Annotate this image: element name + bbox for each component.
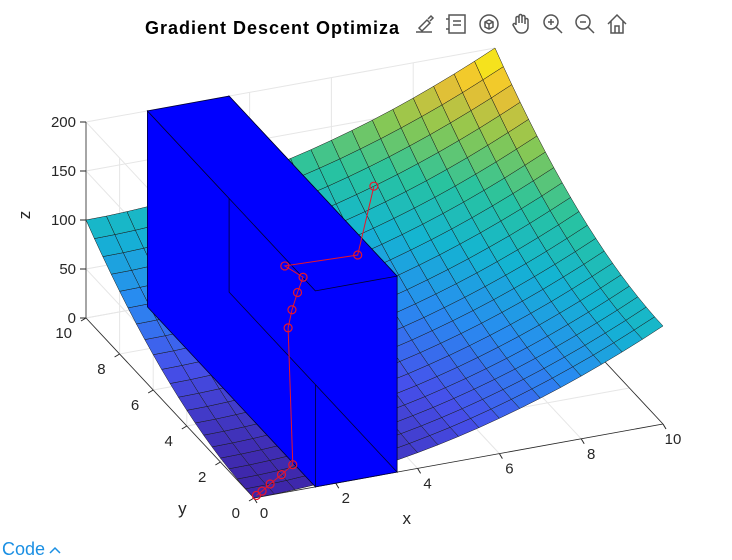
x-tick (417, 468, 422, 474)
y-tick-label: 0 (232, 505, 240, 522)
y-tick-label: 2 (198, 469, 206, 486)
path-point (257, 486, 267, 496)
pan-icon[interactable] (506, 8, 536, 40)
x-tick-label: 4 (423, 475, 431, 492)
y-tick (147, 389, 154, 394)
z-tick-label: 100 (51, 212, 76, 229)
zoom-out-icon[interactable] (570, 8, 600, 40)
y-tick (181, 425, 188, 430)
chevron-up-icon (48, 539, 62, 560)
path-line (256, 186, 375, 496)
y-tick-label: 10 (55, 325, 72, 342)
x-axis-label: x (402, 509, 411, 528)
axis-line (85, 317, 255, 499)
axes-toolbar (410, 8, 632, 40)
y-tick (215, 461, 221, 466)
x-tick (662, 423, 667, 430)
y-axis-label: y (178, 499, 187, 518)
x-tick-label: 0 (260, 505, 268, 522)
surface-patch (85, 215, 116, 239)
zoom-in-icon[interactable] (538, 8, 568, 40)
path-point (353, 250, 363, 260)
axis-labels: x y z (15, 211, 411, 528)
chart-title: Gradient Descent Optimiza (145, 18, 401, 38)
x-tick (580, 438, 585, 445)
x-tick-label: 6 (505, 461, 513, 478)
obstacle-face (146, 95, 398, 292)
z-tick-label: 50 (59, 261, 76, 278)
path-point (280, 261, 290, 271)
code-toggle[interactable]: Code (2, 539, 62, 560)
x-tick (335, 482, 340, 489)
obstacle-wall (146, 95, 398, 488)
path-point (265, 479, 275, 489)
y-tick-label: 4 (164, 433, 172, 450)
x-tick-label: 10 (665, 431, 682, 448)
path-point (287, 305, 297, 315)
z-tick-label: 200 (51, 114, 76, 131)
path-point (276, 470, 287, 480)
y-tick-label: 6 (131, 397, 139, 414)
descent-path (251, 181, 379, 501)
path-point (283, 323, 293, 333)
x-tick (498, 453, 503, 459)
brush-icon[interactable] (410, 8, 440, 40)
rotate-3d-icon[interactable] (474, 8, 504, 40)
path-point (251, 490, 262, 501)
path-point (288, 460, 298, 470)
x-tick-label: 2 (342, 490, 350, 507)
home-icon[interactable] (602, 8, 632, 40)
path-point (292, 287, 303, 298)
legend-icon[interactable] (442, 8, 472, 40)
code-toggle-label: Code (2, 539, 46, 559)
x-tick-label: 8 (587, 446, 595, 463)
z-axis-label: z (15, 211, 34, 220)
z-tick-label: 0 (68, 310, 76, 327)
y-tick-label: 8 (97, 361, 105, 378)
z-tick-label: 150 (51, 163, 76, 180)
y-tick (114, 353, 120, 358)
path-point (298, 272, 308, 282)
path-point (369, 181, 379, 191)
